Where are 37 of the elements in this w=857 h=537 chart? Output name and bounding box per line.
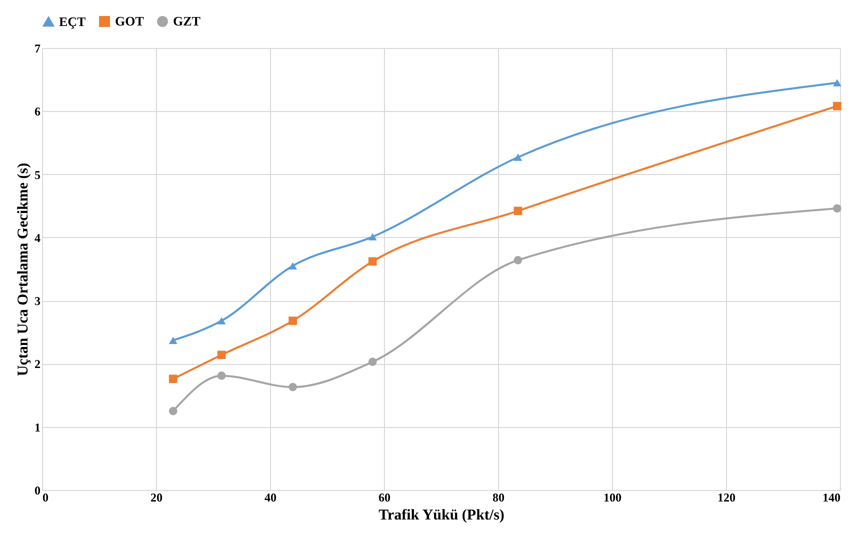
y-tick-label: 1 [34,420,40,434]
x-tick-label: 60 [378,490,390,504]
y-tick-label: 7 [34,42,40,56]
point [514,154,522,161]
point [217,317,226,324]
point [832,204,842,213]
point [168,374,178,384]
y-tick-label: 2 [34,357,40,372]
x-tick-label: 80 [492,490,504,504]
legend-label: GOT [115,14,144,29]
x-axis-title: Trafik Yükü (Pkt/s) [378,508,504,524]
point [514,206,522,216]
point [832,79,842,86]
point [514,256,522,264]
legend-label: EÇT [59,14,86,29]
point [832,102,842,110]
x-tick-label: 140 [822,490,840,504]
point [288,316,297,325]
y-tick-label: 6 [34,104,40,119]
legend-label: GZT [173,14,201,29]
point [368,358,377,366]
y-tick-label: 5 [34,168,40,182]
x-tick-label: 120 [718,490,736,504]
y-tick-label: 3 [34,294,40,308]
point [368,233,377,240]
y-tick-label: 4 [34,230,40,245]
y-axis-title: Uçtan Uca Ortalama Gecikme (s) [16,162,32,376]
point [288,382,297,392]
point [168,336,178,344]
x-tick-label: 40 [264,490,276,504]
point [217,372,226,380]
point [168,406,178,416]
point [288,262,297,270]
point [217,350,226,360]
x-tick-label: 20 [150,490,162,504]
point [368,257,377,266]
x-tick-label: 100 [604,490,622,504]
